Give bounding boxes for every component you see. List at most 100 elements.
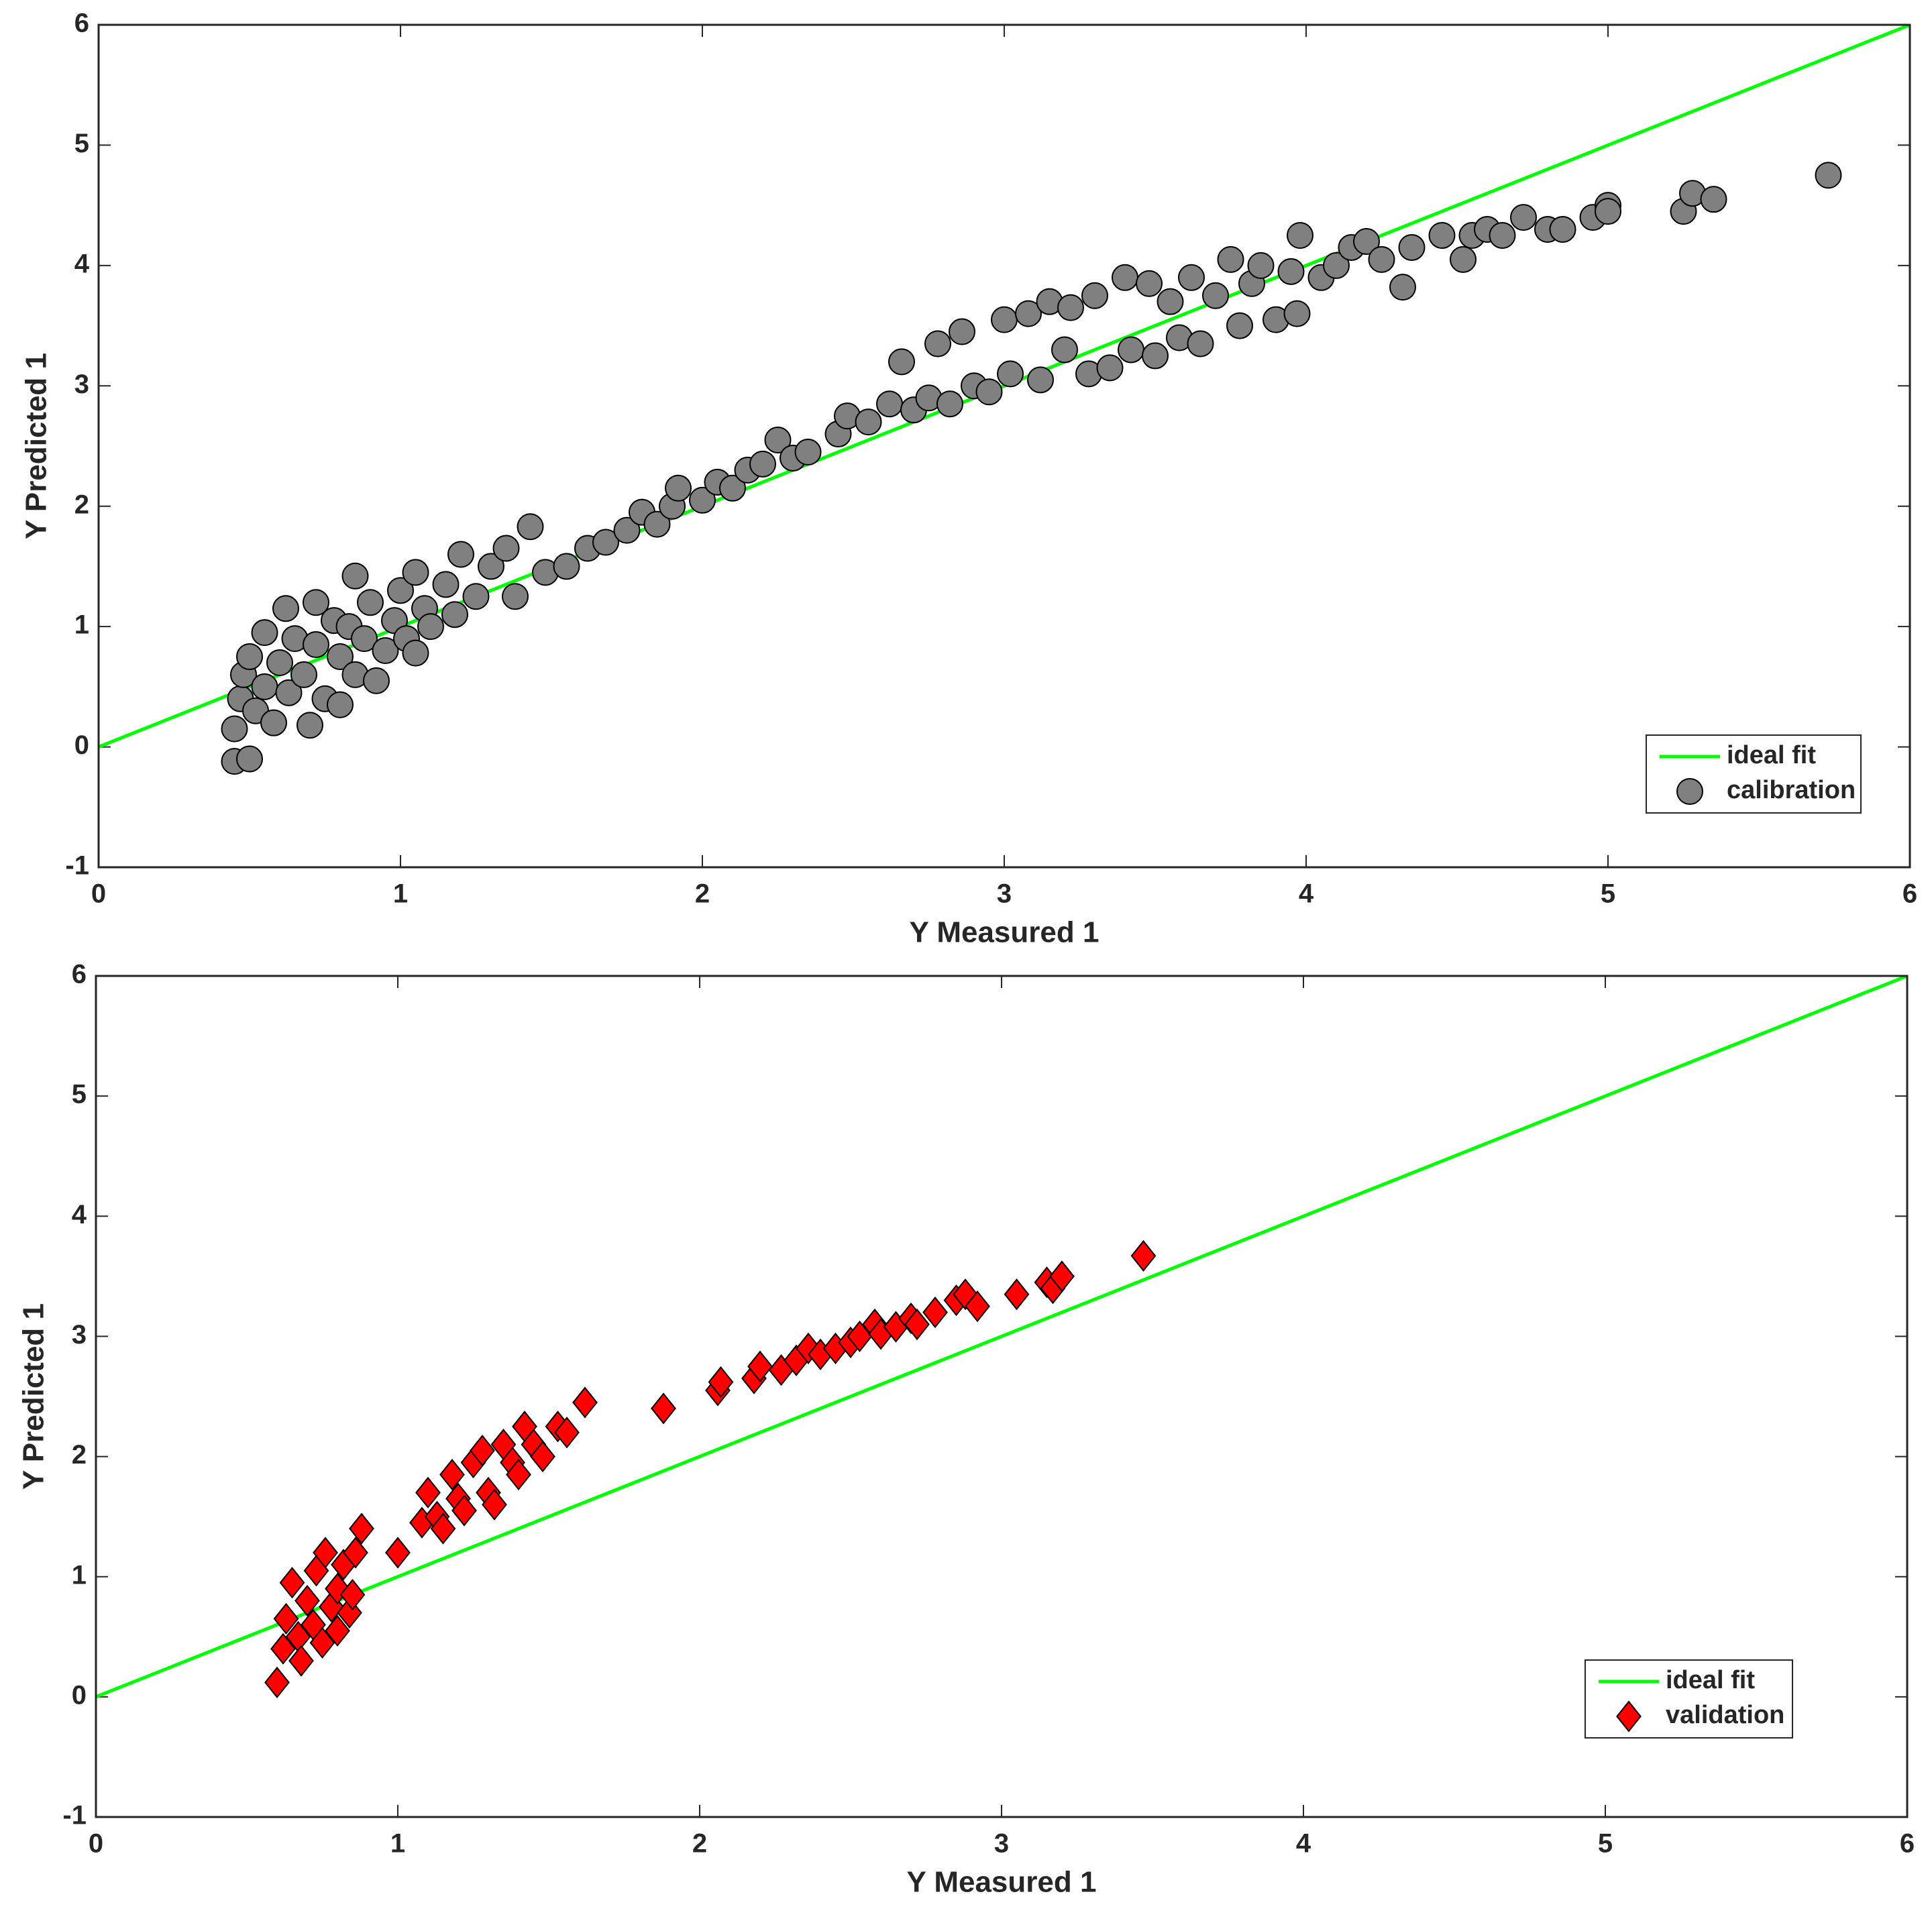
circle-marker (1283, 300, 1311, 327)
circle-marker (1700, 186, 1727, 213)
diamond-marker (554, 1417, 580, 1449)
y-tick-label: 4 (72, 1200, 87, 1229)
circle-marker (236, 643, 263, 670)
y-tick-label: 5 (72, 1080, 87, 1109)
circle-marker (402, 559, 429, 586)
y-tick-label: 2 (74, 490, 89, 519)
diamond-marker (708, 1366, 734, 1398)
circle-marker (303, 631, 329, 659)
y-tick-label: 6 (72, 960, 87, 989)
diamond-marker (273, 1602, 299, 1635)
circle-marker (1398, 233, 1426, 261)
circle-marker (1187, 330, 1214, 357)
x-tick-label: 6 (1900, 1829, 1915, 1859)
diamond-marker (279, 1567, 305, 1599)
circle-marker (363, 667, 390, 694)
circle-marker (1815, 162, 1842, 189)
y-tick-label: 2 (72, 1440, 87, 1470)
circle-marker (888, 348, 915, 376)
circle-marker (1118, 336, 1144, 364)
circle-marker (924, 330, 951, 357)
y-axis-label: Y Predicted 1 (17, 1303, 50, 1490)
diamond-marker (294, 1584, 320, 1617)
circle-marker (643, 510, 671, 538)
y-tick-label: 1 (74, 610, 89, 640)
circle-marker (1368, 245, 1395, 273)
circle-marker (357, 589, 384, 616)
circle-marker (1142, 342, 1169, 370)
circle-marker (1549, 216, 1576, 243)
circle-marker (251, 673, 278, 700)
circle-marker (297, 712, 323, 739)
circle-marker (1428, 222, 1456, 249)
circle-marker (351, 625, 378, 653)
diamond-marker (747, 1350, 773, 1382)
x-tick-label: 5 (1601, 879, 1615, 909)
diamond-marker (270, 1633, 296, 1665)
x-tick-label: 2 (695, 879, 710, 909)
circle-marker (1226, 312, 1253, 339)
circle-marker (372, 637, 399, 665)
plot-area (99, 25, 1910, 867)
diamond-marker (847, 1320, 873, 1353)
y-axis-label: Y Predicted 1 (20, 353, 53, 539)
circle-marker (290, 661, 317, 688)
circle-marker (1676, 778, 1703, 805)
legend-label: ideal fit (1666, 1666, 1755, 1694)
circle-marker (327, 643, 354, 670)
x-axis-label: Y Measured 1 (910, 916, 1099, 949)
diamond-marker (1004, 1278, 1030, 1311)
plot-marks (99, 25, 1910, 775)
circle-marker (432, 571, 460, 598)
x-tick-label: 2 (692, 1829, 707, 1859)
x-axis-label: Y Measured 1 (907, 1866, 1097, 1899)
y-tick-label: 0 (72, 1680, 87, 1710)
circle-marker (1217, 245, 1244, 273)
x-tick-label: 1 (390, 1829, 405, 1859)
circle-marker (1051, 336, 1078, 364)
circle-marker (855, 408, 882, 436)
circle-marker (341, 562, 369, 590)
circle-marker (1510, 204, 1537, 231)
diamond-marker (651, 1392, 676, 1425)
diamond-marker (451, 1494, 477, 1527)
y-tick-label: 3 (72, 1320, 87, 1350)
circle-marker (1027, 366, 1054, 394)
circle-marker (517, 513, 544, 541)
y-tick-label: 1 (72, 1560, 87, 1590)
circle-marker (462, 583, 490, 610)
circle-marker (221, 715, 248, 742)
diamond-marker (288, 1645, 314, 1677)
diamond-marker (965, 1290, 990, 1323)
circle-marker (991, 306, 1018, 333)
y-tick-label: 6 (74, 9, 89, 38)
circle-marker (1136, 270, 1163, 297)
circle-marker (1157, 288, 1184, 315)
circle-marker (613, 516, 641, 544)
diamond-marker (415, 1476, 441, 1508)
circle-marker (327, 691, 354, 718)
x-tick-label: 5 (1598, 1829, 1613, 1859)
y-tick-label: 3 (74, 370, 89, 399)
circle-marker (794, 438, 822, 465)
circle-marker (1595, 198, 1621, 225)
diamond-marker (1130, 1240, 1157, 1272)
circle-marker (1178, 264, 1205, 291)
diamond-marker (325, 1614, 350, 1647)
diamond-marker (1616, 1700, 1642, 1732)
circle-marker (447, 541, 474, 568)
diamond-marker (506, 1458, 531, 1491)
diamond-marker (1049, 1260, 1075, 1292)
diamond-marker (572, 1386, 598, 1419)
x-tick-label: 3 (997, 879, 1012, 909)
diamond-marker (439, 1458, 465, 1491)
y-tick-label: -1 (65, 851, 89, 881)
x-tick-label: 3 (994, 1829, 1009, 1859)
diamond-marker (482, 1488, 507, 1521)
y-tick-label: 0 (74, 730, 89, 760)
circle-marker (1277, 258, 1305, 285)
circle-marker (1247, 252, 1275, 279)
circle-marker (936, 390, 963, 418)
